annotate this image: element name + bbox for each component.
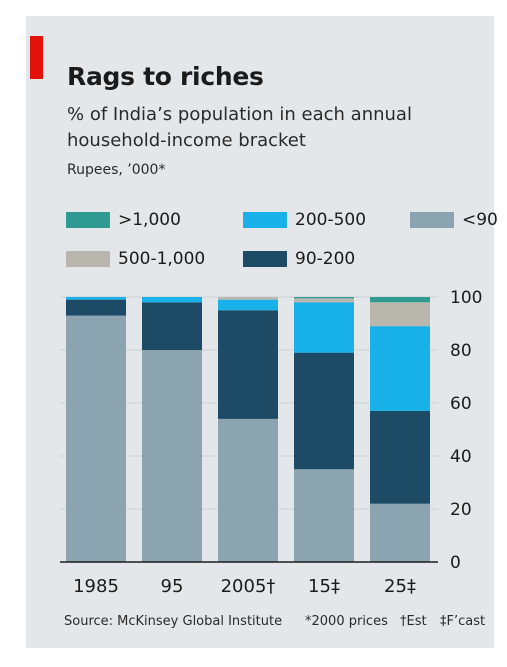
y-tick-label: 40 <box>450 447 472 467</box>
x-tick-label: 25‡ <box>384 576 416 597</box>
bar-25-500-1-000 <box>370 302 430 326</box>
x-tick-label: 2005† <box>221 576 276 597</box>
y-tick-label: 80 <box>450 341 472 361</box>
bar-25-90 <box>370 504 430 562</box>
bar-25-200-500 <box>370 326 430 411</box>
bar-95-90-200 <box>142 302 202 350</box>
bar-1985-90-200 <box>66 300 126 316</box>
x-tick-label: 95 <box>161 576 184 597</box>
source-note: Source: McKinsey Global Institute <box>64 614 282 629</box>
bar-25-90-200 <box>370 411 430 504</box>
bar-2005-500-1-000 <box>218 297 278 300</box>
note-forecast: ‡F’cast <box>440 614 485 629</box>
y-tick-label: 60 <box>450 394 472 414</box>
x-tick-label: 15‡ <box>308 576 340 597</box>
bar-2005-200-500 <box>218 300 278 311</box>
y-tick-label: 0 <box>450 553 461 573</box>
note-estimate: †Est <box>400 614 427 629</box>
bar-15-200-500 <box>294 302 354 352</box>
bar-95-200-500 <box>142 297 202 302</box>
bar-15-1-000 <box>294 297 354 298</box>
bar-2005-90-200 <box>218 310 278 419</box>
bar-25-1-000 <box>370 297 430 302</box>
note-prices: *2000 prices <box>305 614 388 629</box>
bar-1985-200-500 <box>66 297 126 300</box>
x-tick-label: 1985 <box>73 576 119 597</box>
bar-1985-90 <box>66 316 126 562</box>
bar-15-90-200 <box>294 353 354 470</box>
y-tick-label: 100 <box>450 288 482 308</box>
bar-2005-90 <box>218 419 278 562</box>
bar-15-500-1-000 <box>294 298 354 302</box>
bar-95-90 <box>142 350 202 562</box>
bar-15-90 <box>294 469 354 562</box>
y-tick-label: 20 <box>450 500 472 520</box>
